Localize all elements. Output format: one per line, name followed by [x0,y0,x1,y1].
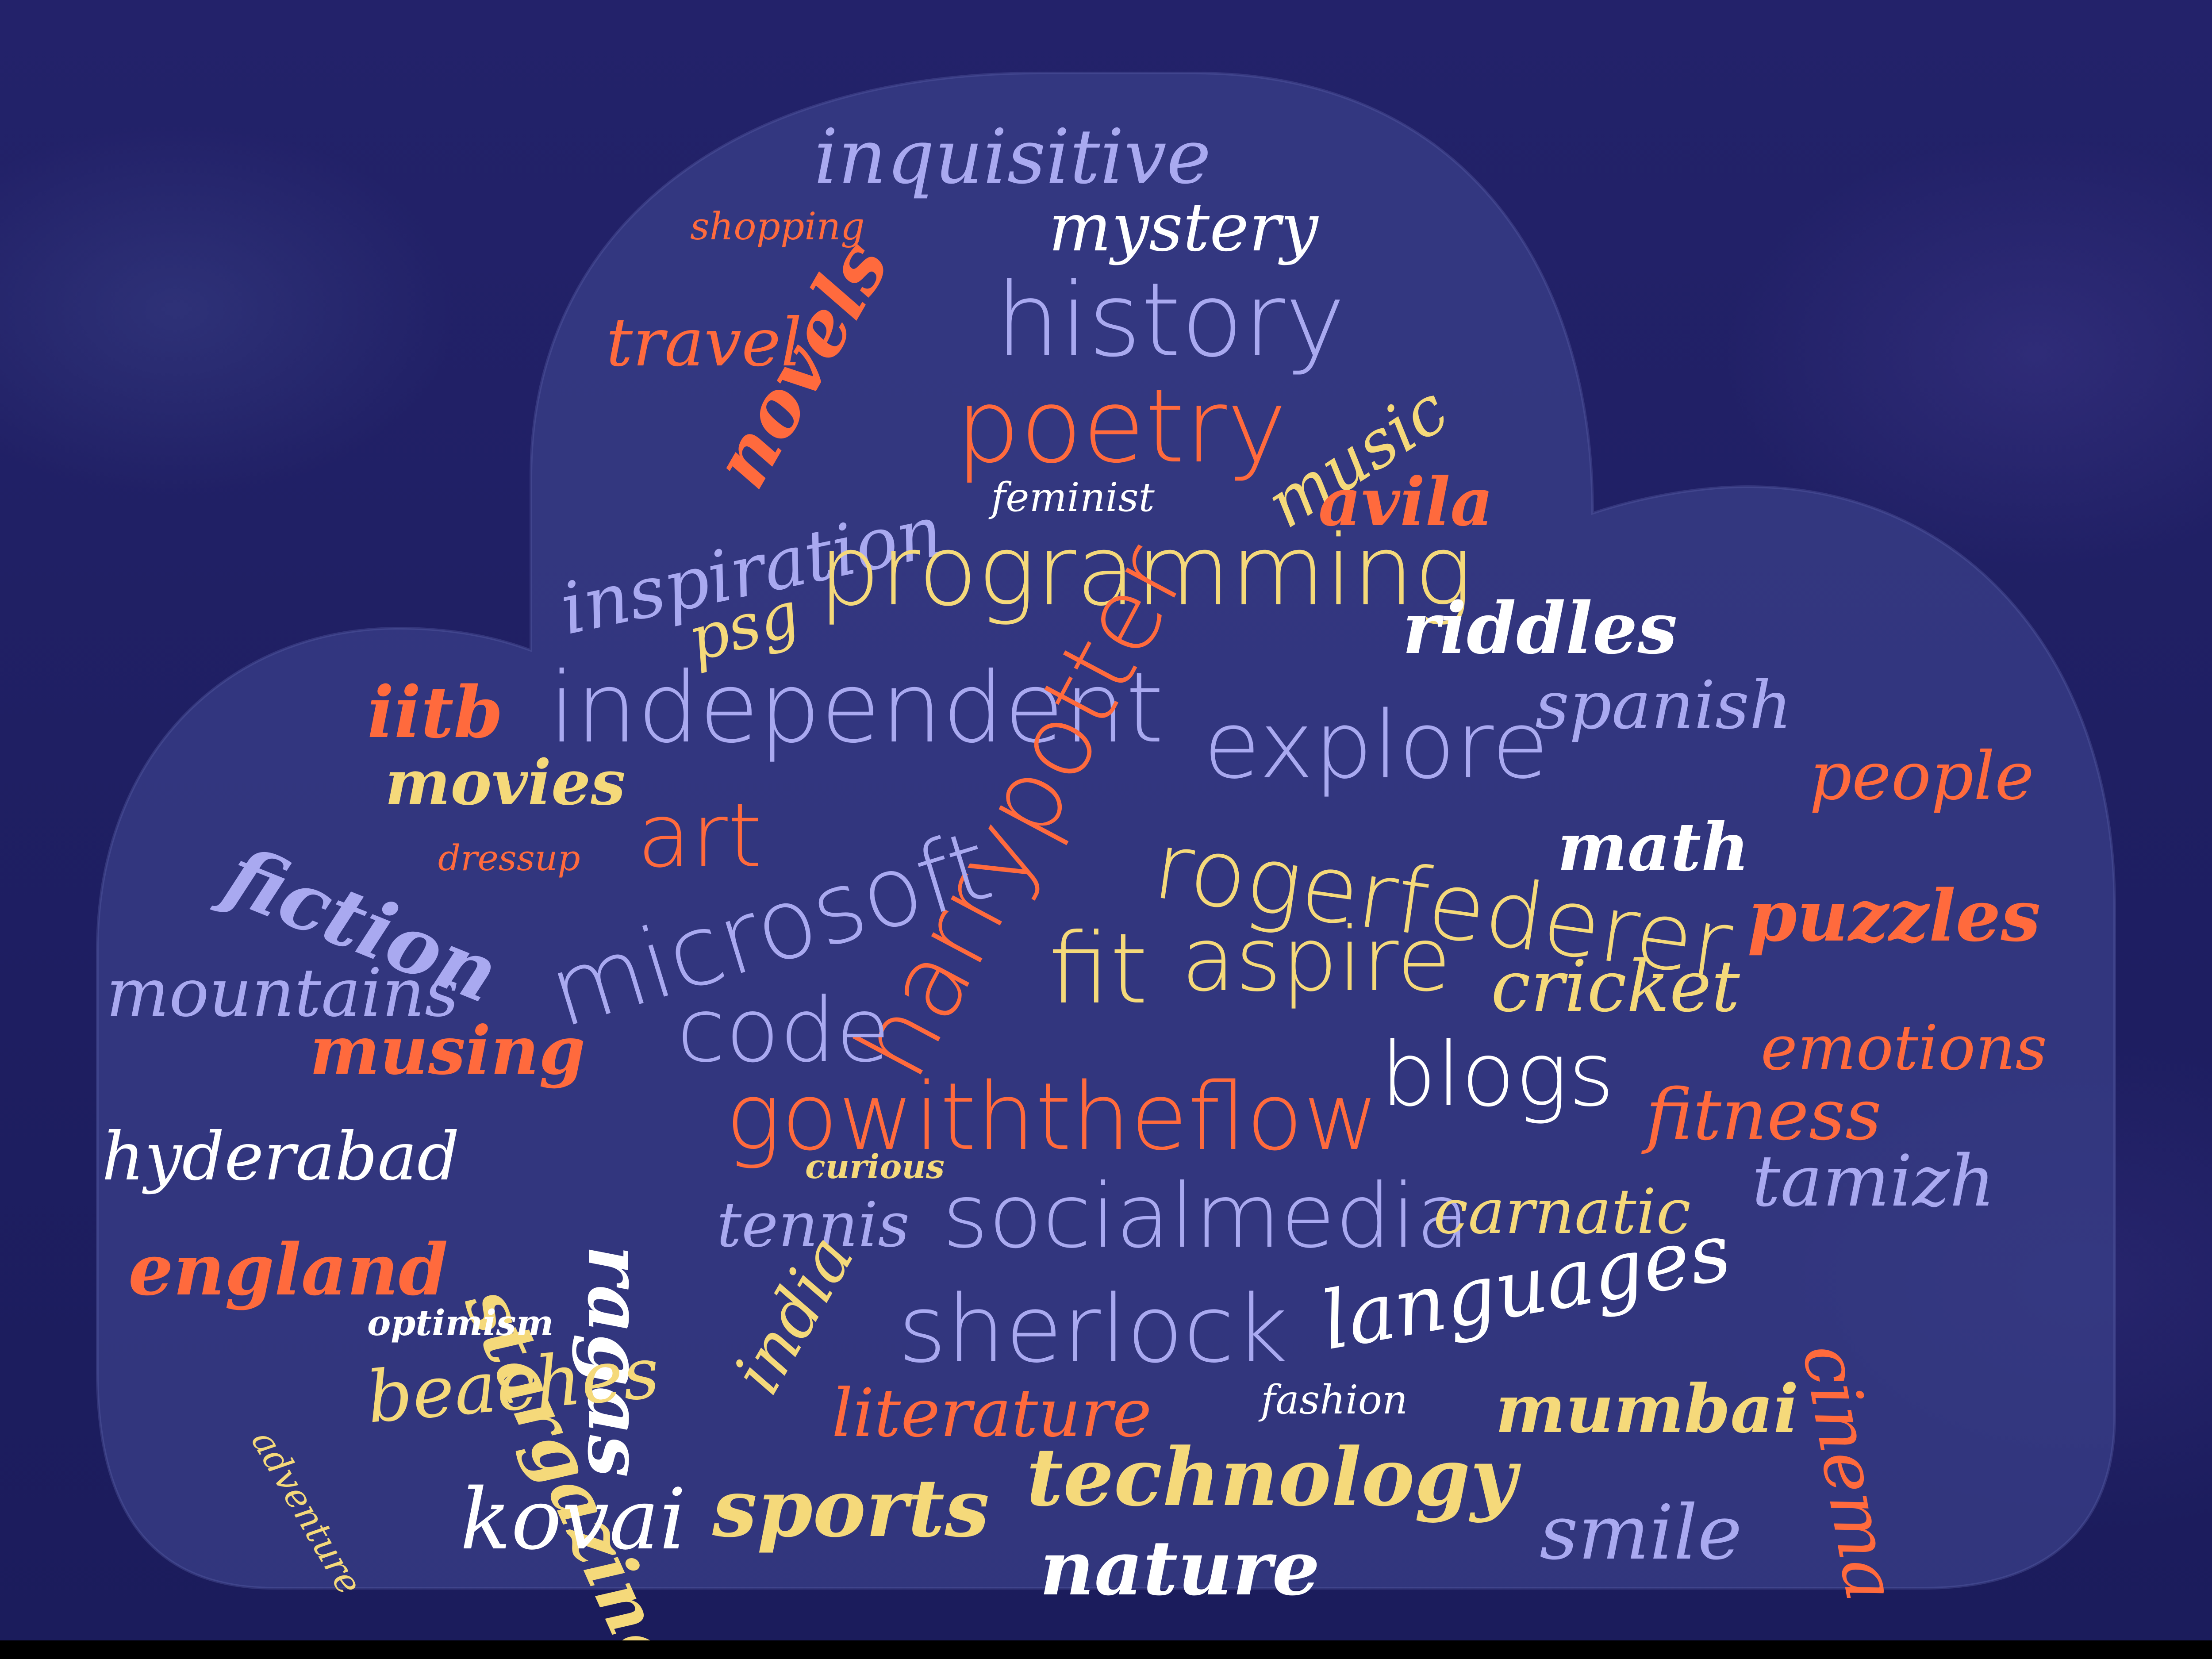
word-gowiththeflow: gowiththeflow [726,1063,1379,1171]
word-carnatic: carnatic [1433,1176,1691,1248]
word-technology: technology [1026,1431,1517,1524]
word-tamizh: tamizh [1752,1140,1995,1222]
word-riddles: riddles [1402,587,1678,670]
word-fashion: fashion [1261,1377,1408,1423]
word-mountains: mountains [106,955,459,1032]
word-poetry: poetry [956,368,1287,486]
word-cinema: cinema [1786,1337,1913,1607]
word-explore: explore [1203,691,1549,799]
word-art: art [637,784,763,887]
word-programming: programming [818,514,1473,627]
word-history: history [995,261,1346,380]
word-travel: travel [606,304,802,381]
word-fitness: fitness [1646,1073,1882,1156]
word-kovai: kovai [460,1471,686,1568]
word-emotions: emotions [1761,1012,2047,1084]
word-england: england [128,1228,448,1311]
word-aspire: aspire [1181,908,1452,1011]
word-dressup: dressup [438,837,580,879]
word-literature: literature [832,1375,1152,1452]
word-code: code [677,979,891,1082]
word-iitb: iitb [367,671,503,754]
word-fit: fit [1048,912,1148,1025]
word-feminist: feminist [991,474,1155,521]
bottom-black-bar [0,1640,2212,1659]
word-tennis: tennis [717,1189,910,1261]
word-adventure: adventure [243,1423,370,1602]
word-movies: movies [385,747,626,819]
word-spanish: spanish [1535,667,1792,744]
word-puzzles: puzzles [1747,874,2041,957]
word-curious: curious [805,1147,945,1186]
word-sports: sports [712,1462,990,1555]
word-optimism: optimism [367,1302,554,1344]
word-sherlock: sherlock [898,1275,1288,1383]
word-musing: musing [310,1012,586,1090]
word-hyderabad: hyderabad [102,1118,460,1195]
word-inquisitive: inquisitive [814,113,1211,201]
word-avila: avila [1318,463,1494,541]
word-socialmedia: socialmedia [942,1165,1471,1268]
word-blogs: blogs [1380,1023,1615,1126]
word-nature: nature [1040,1524,1320,1613]
word-math: math [1557,808,1750,886]
word-independent: independent [549,651,1164,764]
word-cricket: cricket [1491,945,1740,1028]
word-people: people [1809,738,2034,815]
word-mystery: mystery [1048,189,1318,266]
word-smile: smile [1540,1489,1742,1577]
word-mumbai: mumbai [1495,1370,1799,1448]
word-shopping: shopping [690,205,865,249]
